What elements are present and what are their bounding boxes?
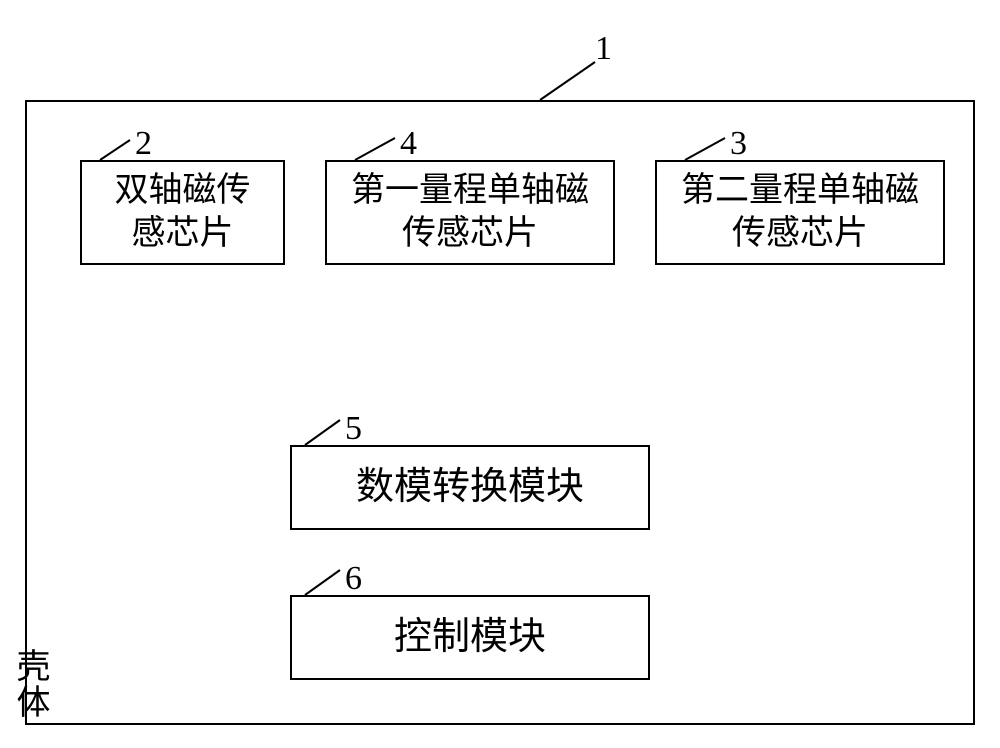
node-label: 数模转换模块 [356,464,584,512]
node-label: 控制模块 [394,614,546,662]
node-label: 第二量程单轴磁传感芯片 [681,170,919,255]
ref-num-5: 5 [345,410,362,448]
outer-shell-label: 壳体 [5,648,54,720]
ref-num-4: 4 [400,125,417,163]
node-second-range-sensor: 第二量程单轴磁传感芯片 [655,160,945,265]
node-control-module: 控制模块 [290,595,650,680]
node-dual-axis-sensor: 双轴磁传感芯片 [80,160,285,265]
node-first-range-sensor: 第一量程单轴磁传感芯片 [325,160,615,265]
ref-num-6: 6 [345,560,362,598]
ref-num-3: 3 [730,125,747,163]
node-dac-module: 数模转换模块 [290,445,650,530]
diagram-canvas: 双轴磁传感芯片 第一量程单轴磁传感芯片 第二量程单轴磁传感芯片 数模转换模块 控… [0,0,1000,748]
node-label: 第一量程单轴磁传感芯片 [351,170,589,255]
ref-num-1: 1 [595,30,612,68]
ref-num-2: 2 [135,125,152,163]
node-label: 双轴磁传感芯片 [115,170,251,255]
